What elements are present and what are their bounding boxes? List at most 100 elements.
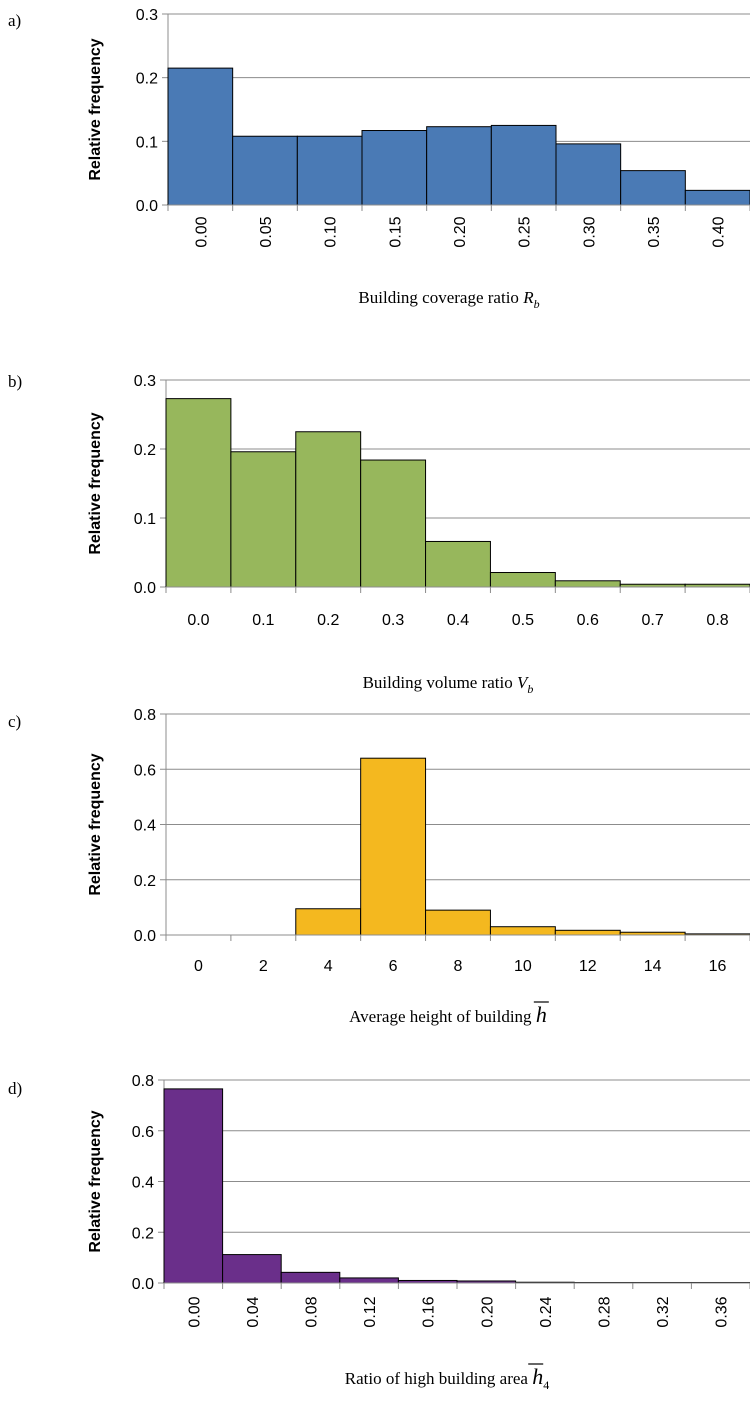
y-tick-label: 0.0 xyxy=(136,198,158,215)
chart-panel-c: c) 0.0 0.2 0.4 0.6 0.8 0 2 4 6 8 10 12 14 16 Relative f… xyxy=(0,700,750,1050)
y-tick-label: 0.3 xyxy=(134,373,156,390)
histogram-high-building-area-ratio: d) 0.0 0.2 0.4 0.6 0.8 0.00 0.04 0.08 0.12 0.16 0.2… xyxy=(8,1073,750,1392)
chart-panel-b: b) 0.0 0.1 0.2 0.3 0.0 0.1 0.2 0.3 0.4 0.5 0.6 0.7 0.… xyxy=(0,360,750,710)
y-tick-label: 0.0 xyxy=(132,1276,154,1293)
panel-label: a) xyxy=(8,11,21,30)
x-tick-label: 0.7 xyxy=(642,612,664,629)
x-tick-label: 16 xyxy=(709,958,727,975)
panel-label: b) xyxy=(8,372,22,391)
x-tick-label: 4 xyxy=(324,958,333,975)
bar-0.08 xyxy=(280,1271,341,1284)
bar-0.00 xyxy=(167,67,234,206)
bar-0.00 xyxy=(163,1088,224,1284)
panel-label: d) xyxy=(8,1079,22,1098)
x-axis-title: Building coverage ratio Rb xyxy=(358,288,539,311)
x-tick-label: 0.24 xyxy=(538,1296,555,1327)
x-tick-label: 2 xyxy=(259,958,268,975)
x-tick-label: 0.40 xyxy=(711,216,728,247)
y-tick-label: 0.2 xyxy=(136,71,158,88)
y-axis-title: Relative frequency xyxy=(87,753,104,895)
x-tick-label: 0.12 xyxy=(362,1296,379,1327)
bar-0.05 xyxy=(232,135,298,206)
x-tick-label: 0.00 xyxy=(193,216,210,247)
y-tick-label: 0.8 xyxy=(134,707,156,724)
x-tick-label: 0.08 xyxy=(304,1296,321,1327)
x-tick-label: 0.30 xyxy=(581,216,598,247)
x-tick-label: 8 xyxy=(454,958,463,975)
y-tick-label: 0.2 xyxy=(134,873,156,890)
bar-0.0 xyxy=(165,398,232,588)
x-tick-label: 0.00 xyxy=(186,1296,203,1327)
x-tick-label: 6 xyxy=(389,958,398,975)
x-tick-label: 10 xyxy=(514,958,532,975)
bar-8 xyxy=(425,909,491,936)
y-tick-label: 0.1 xyxy=(134,511,156,528)
x-tick-label: 0.20 xyxy=(452,216,469,247)
x-tick-label: 0.20 xyxy=(479,1296,496,1327)
bar-0.10 xyxy=(296,135,363,206)
y-tick-label: 0.6 xyxy=(132,1124,154,1141)
x-tick-label: 0 xyxy=(194,958,203,975)
x-tick-label: 0.32 xyxy=(655,1296,672,1327)
x-axis-title: Average height of building h xyxy=(349,1002,547,1027)
y-tick-label: 0.6 xyxy=(134,762,156,779)
bar-0.30 xyxy=(555,143,622,206)
x-tick-label: 0.04 xyxy=(245,1296,262,1327)
chart-panel-d: d) 0.0 0.2 0.4 0.6 0.8 0.00 0.04 0.08 0.12 0.16 0.2… xyxy=(0,1060,750,1413)
x-tick-label: 0.15 xyxy=(387,216,404,247)
histogram-building-volume-ratio: b) 0.0 0.1 0.2 0.3 0.0 0.1 0.2 0.3 0.4 0.5 0.6 0.7 0.… xyxy=(8,372,750,696)
histogram-building-coverage-ratio: a) 0.0 0.1 0.2 0.3 0.00 0.05 0.10 0.15 0.20 0.25 0.… xyxy=(8,7,750,311)
bar-10 xyxy=(489,926,556,936)
y-tick-label: 0.3 xyxy=(136,7,158,24)
x-tick-label: 0.4 xyxy=(447,612,469,629)
y-tick-label: 0.4 xyxy=(134,818,156,835)
x-tick-label: 0.25 xyxy=(517,216,534,247)
bar-0.2 xyxy=(295,431,362,588)
x-tick-label: 0.36 xyxy=(714,1296,731,1327)
bar-4 xyxy=(295,908,362,936)
bar-0.12 xyxy=(339,1277,399,1284)
bar-0.20 xyxy=(426,126,492,206)
x-tick-label: 12 xyxy=(579,958,597,975)
x-tick-label: 0.35 xyxy=(646,216,663,247)
x-tick-label: 14 xyxy=(644,958,662,975)
bar-0.15 xyxy=(361,130,428,206)
y-axis-title: Relative frequency xyxy=(87,1110,104,1252)
bar-0.40 xyxy=(684,189,750,206)
y-tick-label: 0.0 xyxy=(134,580,156,597)
bar-0.04 xyxy=(222,1254,282,1284)
y-axis-title: Relative frequency xyxy=(87,412,104,554)
x-tick-label: 0.16 xyxy=(421,1296,438,1327)
y-tick-label: 0.2 xyxy=(134,442,156,459)
x-tick-label: 0.28 xyxy=(597,1296,614,1327)
chart-panel-a: a) 0.0 0.1 0.2 0.3 0.00 0.05 0.10 0.15 0.20 0.25 0.… xyxy=(0,0,750,330)
x-tick-label: 0.1 xyxy=(252,612,274,629)
x-tick-label: 0.8 xyxy=(706,612,728,629)
x-axis-title: Ratio of high building area h4 xyxy=(345,1364,549,1392)
y-tick-label: 0.4 xyxy=(132,1175,154,1192)
x-tick-label: 0.0 xyxy=(187,612,209,629)
y-axis-title: Relative frequency xyxy=(87,38,104,180)
bar-0.4 xyxy=(425,540,491,588)
bar-0.35 xyxy=(620,170,686,206)
x-tick-label: 0.10 xyxy=(323,216,340,247)
bar-0.5 xyxy=(489,572,556,588)
bar-6 xyxy=(360,757,427,936)
x-tick-label: 0.5 xyxy=(512,612,534,629)
x-axis-title: Building volume ratio Vb xyxy=(363,673,534,696)
bar-0.6 xyxy=(554,580,621,588)
y-tick-label: 0.2 xyxy=(132,1225,154,1242)
bar-0.1 xyxy=(230,451,297,588)
bar-0.3 xyxy=(360,459,427,588)
histogram-average-building-height: c) 0.0 0.2 0.4 0.6 0.8 0 2 4 6 8 10 12 14 16 Relative f… xyxy=(8,707,750,1027)
panel-label: c) xyxy=(8,712,21,731)
y-tick-label: 0.1 xyxy=(136,134,158,151)
x-tick-label: 0.2 xyxy=(317,612,339,629)
bar-0.25 xyxy=(490,124,557,206)
x-tick-label: 0.3 xyxy=(382,612,404,629)
x-tick-label: 0.05 xyxy=(258,216,275,247)
y-tick-label: 0.8 xyxy=(132,1073,154,1090)
y-tick-label: 0.0 xyxy=(134,928,156,945)
x-tick-label: 0.6 xyxy=(577,612,599,629)
bar-12 xyxy=(554,929,621,936)
